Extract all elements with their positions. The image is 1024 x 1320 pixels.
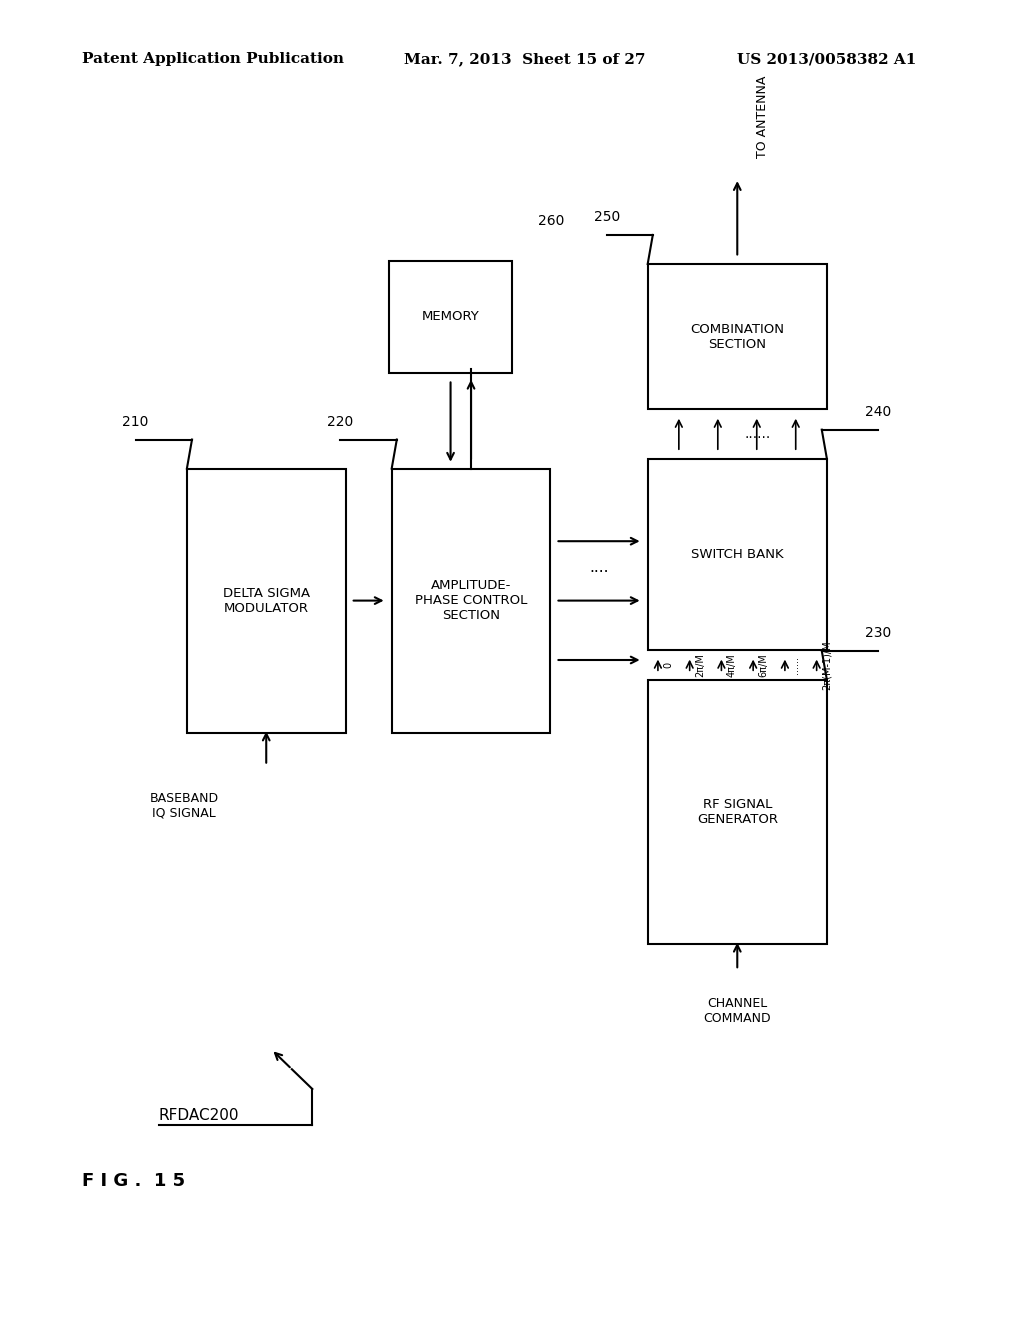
Text: ......: ...... [791, 656, 800, 675]
FancyBboxPatch shape [647, 459, 826, 651]
Text: 260: 260 [538, 214, 564, 227]
FancyBboxPatch shape [389, 261, 512, 372]
Text: TO ANTENNA: TO ANTENNA [757, 77, 769, 158]
Text: 210: 210 [123, 414, 148, 429]
Text: 220: 220 [328, 414, 353, 429]
Text: 250: 250 [594, 210, 620, 224]
Text: 0: 0 [664, 661, 673, 668]
FancyBboxPatch shape [391, 469, 551, 733]
Text: Mar. 7, 2013  Sheet 15 of 27: Mar. 7, 2013 Sheet 15 of 27 [404, 53, 646, 66]
Text: 4π/M: 4π/M [727, 653, 736, 677]
Text: Patent Application Publication: Patent Application Publication [82, 53, 344, 66]
FancyBboxPatch shape [647, 264, 826, 409]
Text: RFDAC200: RFDAC200 [159, 1107, 240, 1123]
Text: BASEBAND
IQ SIGNAL: BASEBAND IQ SIGNAL [150, 792, 219, 820]
Text: 2π(M-1)/M: 2π(M-1)/M [821, 640, 831, 690]
Text: 2π/M: 2π/M [694, 653, 705, 677]
FancyBboxPatch shape [186, 469, 346, 733]
Text: CHANNEL
COMMAND: CHANNEL COMMAND [703, 997, 771, 1024]
Text: ......: ...... [744, 426, 771, 441]
Text: ....: .... [589, 560, 609, 576]
Text: COMBINATION
SECTION: COMBINATION SECTION [690, 322, 784, 351]
Text: 240: 240 [865, 405, 891, 420]
Text: MEMORY: MEMORY [422, 310, 479, 323]
Text: 230: 230 [865, 626, 891, 640]
Text: F I G .  1 5: F I G . 1 5 [82, 1172, 185, 1191]
Text: US 2013/0058382 A1: US 2013/0058382 A1 [737, 53, 916, 66]
Text: RF SIGNAL
GENERATOR: RF SIGNAL GENERATOR [696, 797, 778, 826]
Text: 6π/M: 6π/M [758, 653, 768, 677]
FancyBboxPatch shape [647, 680, 826, 944]
Text: DELTA SIGMA
MODULATOR: DELTA SIGMA MODULATOR [222, 586, 310, 615]
Text: AMPLITUDE-
PHASE CONTROL
SECTION: AMPLITUDE- PHASE CONTROL SECTION [415, 579, 527, 622]
Text: SWITCH BANK: SWITCH BANK [691, 548, 783, 561]
